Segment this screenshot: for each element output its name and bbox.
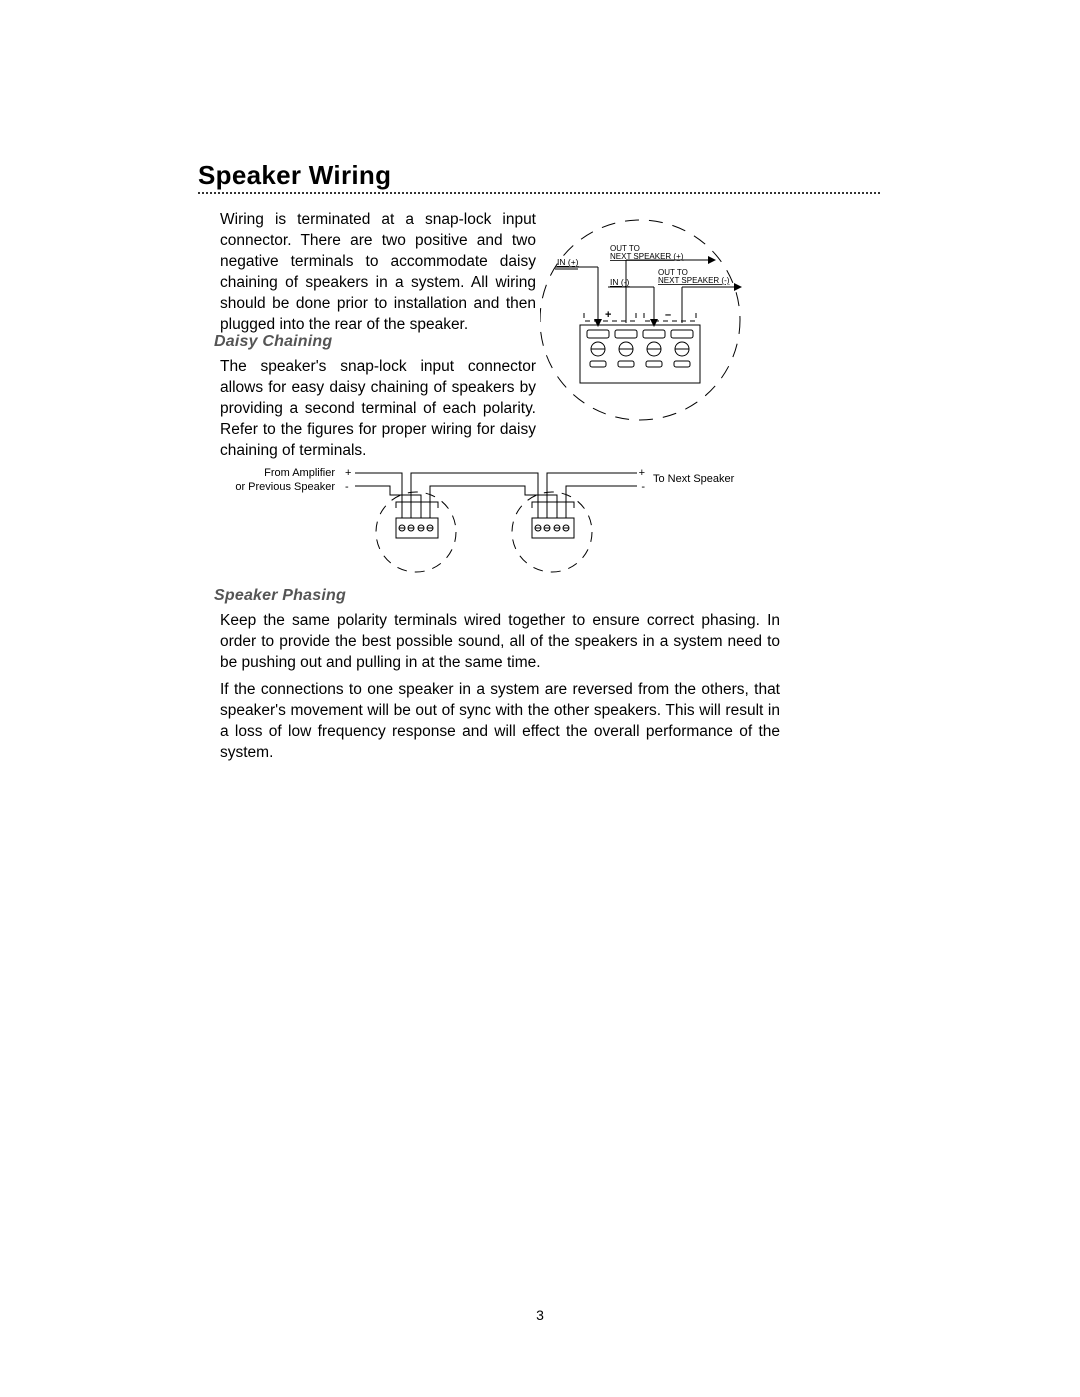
label-prev-speaker: or Previous Speaker xyxy=(235,481,335,493)
out-plus-l2: NEXT SPEAKER (+) xyxy=(610,252,684,261)
daisy-chaining-paragraph: The speaker's snap-lock input connector … xyxy=(220,357,536,462)
diagram-daisy-chain: From Amplifier + or Previous Speaker - +… xyxy=(190,460,800,580)
plus-label: + xyxy=(605,309,611,321)
right-minus: - xyxy=(641,481,645,493)
section-title: Speaker Wiring xyxy=(198,160,391,191)
label-next-speaker: To Next Speaker xyxy=(653,473,735,485)
title-underline xyxy=(198,192,880,194)
right-plus: + xyxy=(639,467,645,479)
left-minus: - xyxy=(345,481,349,493)
phasing-paragraph-1: Keep the same polarity terminals wired t… xyxy=(220,611,780,674)
in-minus-label: IN (-) xyxy=(610,277,630,287)
intro-paragraph: Wiring is terminated at a snap-lock inpu… xyxy=(220,210,536,336)
out-minus-l2: NEXT SPEAKER (-) xyxy=(658,276,730,285)
phasing-paragraph-2: If the connections to one speaker in a s… xyxy=(220,680,780,764)
diagram-connector-detail: + – IN (+) OUT TO NEXT SPEAKER (+) IN (-… xyxy=(540,205,750,435)
page-number: 3 xyxy=(0,1307,1080,1323)
minus-label: – xyxy=(665,309,671,321)
subheading-speaker-phasing: Speaker Phasing xyxy=(214,587,346,605)
subheading-daisy-chaining: Daisy Chaining xyxy=(214,333,332,351)
left-plus: + xyxy=(345,467,351,479)
in-plus-label: IN (+) xyxy=(557,257,579,267)
manual-page: Speaker Wiring Wiring is terminated at a… xyxy=(0,0,1080,1397)
label-from-amp: From Amplifier xyxy=(264,467,335,479)
